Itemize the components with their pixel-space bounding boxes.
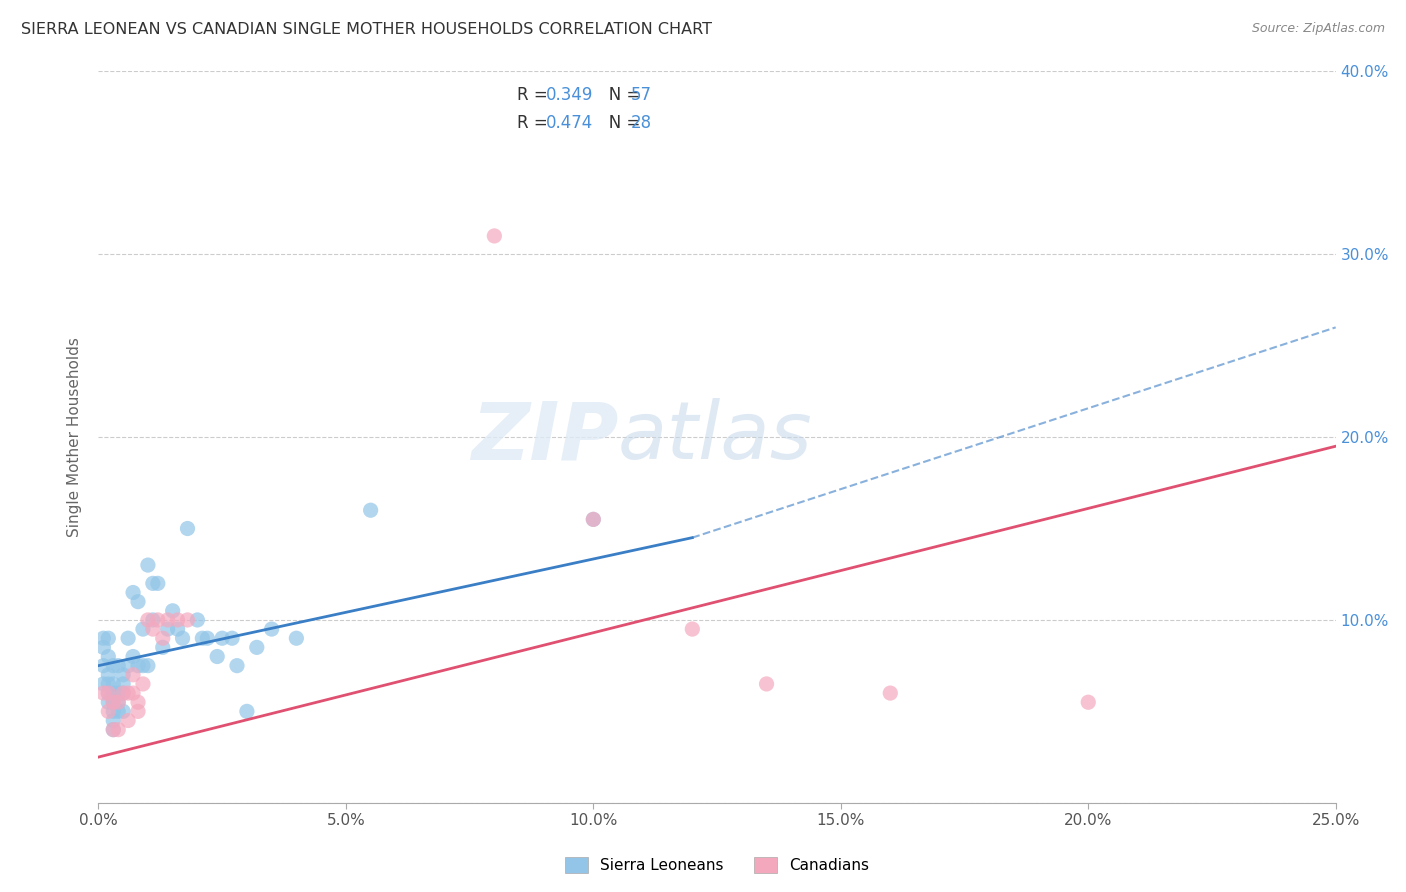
Point (112, 686, 135, 700)
Point (122, 649, 145, 664)
Point (195, 632, 218, 646)
Text: R =: R = (516, 86, 553, 103)
Point (122, 667, 145, 681)
Legend: Sierra Leoneans, Canadians: Sierra Leoneans, Canadians (558, 851, 876, 880)
Point (107, 658, 129, 673)
Point (166, 613, 188, 627)
Point (103, 723, 125, 737)
Point (132, 622, 155, 636)
Point (191, 632, 214, 646)
Point (582, 512, 605, 526)
Point (97, 686, 120, 700)
Point (186, 613, 208, 627)
Point (127, 594, 149, 608)
Point (1077, 695, 1099, 709)
Text: SIERRA LEONEAN VS CANADIAN SINGLE MOTHER HOUSEHOLDS CORRELATION CHART: SIERRA LEONEAN VS CANADIAN SINGLE MOTHER… (21, 22, 711, 37)
Point (97, 667, 120, 681)
Point (879, 686, 901, 700)
Point (176, 613, 198, 627)
Point (97, 695, 120, 709)
Point (142, 613, 165, 627)
Point (97, 649, 120, 664)
Point (146, 576, 169, 591)
Point (166, 622, 188, 636)
Point (142, 622, 165, 636)
Point (172, 632, 194, 646)
Point (103, 705, 125, 719)
Point (136, 558, 159, 573)
Point (93, 632, 115, 646)
Text: 0.474: 0.474 (547, 113, 593, 131)
Point (107, 723, 129, 737)
Point (226, 658, 249, 673)
Point (152, 632, 174, 646)
Text: 57: 57 (630, 86, 651, 103)
Point (260, 622, 283, 636)
Point (103, 695, 125, 709)
Point (176, 521, 198, 535)
Point (127, 658, 149, 673)
Text: Source: ZipAtlas.com: Source: ZipAtlas.com (1251, 22, 1385, 36)
Point (122, 686, 145, 700)
Text: N =: N = (593, 113, 645, 131)
Point (132, 658, 155, 673)
Point (112, 677, 135, 691)
Point (93, 658, 115, 673)
Point (681, 622, 703, 636)
Point (582, 512, 605, 526)
Point (132, 677, 155, 691)
Point (107, 686, 129, 700)
Point (221, 632, 243, 646)
Point (117, 714, 139, 728)
Point (205, 649, 228, 664)
Point (122, 585, 145, 599)
Point (93, 677, 115, 691)
Point (107, 705, 129, 719)
Point (107, 695, 129, 709)
Point (136, 613, 159, 627)
Point (211, 632, 233, 646)
Point (162, 604, 184, 618)
Point (142, 576, 165, 591)
Point (484, 228, 506, 243)
Text: R =: R = (516, 113, 553, 131)
Y-axis label: Single Mother Households: Single Mother Households (67, 337, 83, 537)
Point (285, 632, 308, 646)
Point (103, 714, 125, 728)
Point (103, 658, 125, 673)
Point (152, 640, 174, 655)
Point (112, 686, 135, 700)
Point (107, 695, 129, 709)
Point (360, 503, 382, 517)
Point (112, 667, 135, 681)
Point (127, 695, 149, 709)
Point (136, 658, 159, 673)
Point (117, 686, 139, 700)
Text: atlas: atlas (619, 398, 813, 476)
Point (156, 613, 179, 627)
Point (112, 705, 135, 719)
Point (97, 677, 120, 691)
Point (103, 695, 125, 709)
Point (93, 686, 115, 700)
Point (755, 677, 778, 691)
Point (103, 686, 125, 700)
Point (236, 705, 259, 719)
Point (117, 632, 139, 646)
Point (103, 723, 125, 737)
Point (97, 705, 120, 719)
Text: ZIP: ZIP (471, 398, 619, 476)
Point (103, 677, 125, 691)
Point (246, 640, 269, 655)
Point (97, 632, 120, 646)
Text: 28: 28 (630, 113, 651, 131)
Point (117, 658, 139, 673)
Point (156, 622, 179, 636)
Point (146, 613, 169, 627)
Point (127, 705, 149, 719)
Text: N =: N = (593, 86, 645, 103)
Point (97, 686, 120, 700)
Text: 0.349: 0.349 (547, 86, 593, 103)
Point (93, 640, 115, 655)
